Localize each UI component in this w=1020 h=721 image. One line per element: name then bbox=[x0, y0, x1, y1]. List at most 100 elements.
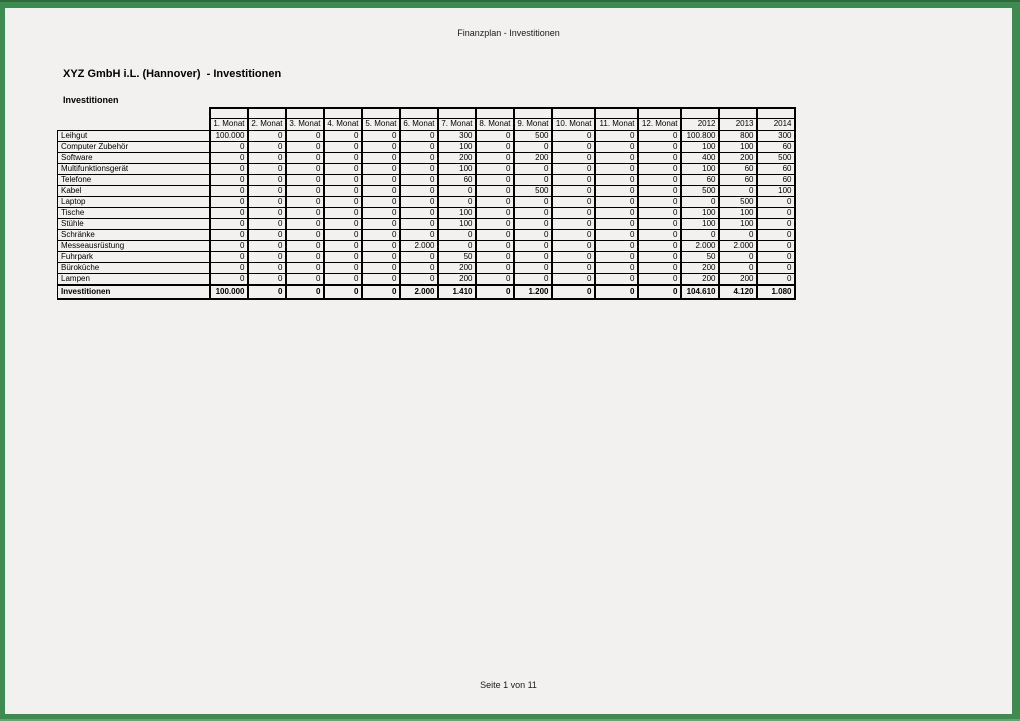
value-cell: 0 bbox=[593, 151, 638, 164]
value-cell: 60 bbox=[755, 140, 796, 153]
value-cell: 0 bbox=[550, 239, 595, 252]
value-cell: 0 bbox=[593, 250, 638, 263]
value-cell: 0 bbox=[208, 228, 248, 241]
value-cell: 500 bbox=[717, 195, 757, 208]
value-cell: 0 bbox=[550, 217, 595, 230]
value-cell: 0 bbox=[360, 162, 400, 175]
column-header-cell: 7. Monat bbox=[436, 117, 476, 131]
value-cell: 100 bbox=[436, 217, 476, 230]
value-cell: 0 bbox=[246, 173, 286, 186]
value-cell: 0 bbox=[636, 140, 681, 153]
page-header-title: Finanzplan - Investitionen bbox=[457, 28, 560, 38]
value-cell: 0 bbox=[246, 261, 286, 274]
value-cell: 0 bbox=[636, 283, 681, 300]
value-cell: 0 bbox=[593, 217, 638, 230]
value-cell: 0 bbox=[284, 129, 324, 142]
spacer-cell bbox=[398, 107, 438, 119]
spacer-cell bbox=[322, 107, 362, 119]
value-cell: 0 bbox=[593, 195, 638, 208]
value-cell: 0 bbox=[284, 173, 324, 186]
value-cell: 0 bbox=[474, 151, 514, 164]
value-cell: 0 bbox=[246, 195, 286, 208]
spacer-cell bbox=[360, 107, 400, 119]
value-cell: 200 bbox=[436, 261, 476, 274]
value-cell: 0 bbox=[512, 206, 552, 219]
table-row: Schränke 0 0 0 0 0 0 0 0 0 0 0 0 0 0 0 bbox=[57, 228, 796, 241]
value-cell: 0 bbox=[246, 151, 286, 164]
row-label-cell: Kabel bbox=[57, 184, 210, 197]
value-cell: 0 bbox=[322, 217, 362, 230]
value-cell: 0 bbox=[512, 162, 552, 175]
value-cell: 0 bbox=[636, 184, 681, 197]
value-cell: 100 bbox=[679, 140, 719, 153]
table-row: Leihgut 100.000 0 0 0 0 0 300 0 500 0 0 0 100.800 800 3… bbox=[57, 129, 796, 142]
value-cell: 60 bbox=[679, 173, 719, 186]
value-cell: 0 bbox=[755, 206, 796, 219]
value-cell: 100 bbox=[436, 162, 476, 175]
value-cell: 0 bbox=[284, 195, 324, 208]
value-cell: 0 bbox=[593, 173, 638, 186]
value-cell: 0 bbox=[322, 206, 362, 219]
value-cell: 0 bbox=[360, 239, 400, 252]
value-cell: 0 bbox=[360, 228, 400, 241]
value-cell: 500 bbox=[512, 184, 552, 197]
value-cell: 0 bbox=[208, 239, 248, 252]
column-header-cell: 3. Monat bbox=[284, 117, 324, 131]
value-cell: 0 bbox=[593, 283, 638, 300]
value-cell: 0 bbox=[246, 140, 286, 153]
value-cell: 4.120 bbox=[717, 283, 757, 300]
spacer-cell bbox=[284, 107, 324, 119]
value-cell: 0 bbox=[717, 261, 757, 274]
value-cell: 500 bbox=[679, 184, 719, 197]
value-cell: 100 bbox=[436, 140, 476, 153]
column-header-row: 1. Monat 2. Monat 3. Monat 4. Monat 5. Monat… bbox=[58, 117, 796, 131]
table-row: Multifunktionsgerät 0 0 0 0 0 0 100 0 0 0 0 0 100 60 60 bbox=[57, 162, 796, 175]
value-cell: 0 bbox=[474, 228, 514, 241]
value-cell: 0 bbox=[322, 250, 362, 263]
value-cell: 500 bbox=[755, 151, 796, 164]
value-cell: 0 bbox=[550, 162, 595, 175]
value-cell: 0 bbox=[474, 162, 514, 175]
row-label-cell: Software bbox=[57, 151, 210, 164]
value-cell: 0 bbox=[436, 195, 476, 208]
table-row: Computer Zubehör 0 0 0 0 0 0 100 0 0 0 0 0 100 100 60 bbox=[57, 140, 796, 153]
table-row: Fuhrpark 0 0 0 0 0 0 50 0 0 0 0 0 50 0 0 bbox=[57, 250, 796, 263]
value-cell: 0 bbox=[474, 129, 514, 142]
value-cell: 0 bbox=[398, 250, 438, 263]
value-cell: 0 bbox=[246, 206, 286, 219]
value-cell: 0 bbox=[322, 195, 362, 208]
value-cell: 0 bbox=[284, 239, 324, 252]
value-cell: 0 bbox=[512, 250, 552, 263]
value-cell: 0 bbox=[636, 151, 681, 164]
value-cell: 0 bbox=[593, 162, 638, 175]
table-row: Messeausrüstung 0 0 0 0 0 2.000 0 0 0 0 0 0 2.000 2.00… bbox=[57, 239, 796, 252]
value-cell: 0 bbox=[679, 195, 719, 208]
value-cell: 0 bbox=[360, 206, 400, 219]
value-cell: 0 bbox=[474, 283, 514, 300]
value-cell: 0 bbox=[474, 173, 514, 186]
value-cell: 0 bbox=[360, 283, 400, 300]
value-cell: 0 bbox=[550, 140, 595, 153]
value-cell: 60 bbox=[717, 173, 757, 186]
spacer-cell bbox=[58, 108, 210, 118]
row-label-cell: Schränke bbox=[57, 228, 210, 241]
value-cell: 0 bbox=[636, 206, 681, 219]
value-cell: 0 bbox=[322, 162, 362, 175]
column-header-cell: 2012 bbox=[679, 117, 719, 131]
table-row: Büroküche 0 0 0 0 0 0 200 0 0 0 0 0 200 0 0 bbox=[57, 261, 796, 274]
value-cell: 0 bbox=[593, 129, 638, 142]
spacer-cell bbox=[636, 107, 681, 119]
value-cell: 200 bbox=[717, 151, 757, 164]
value-cell: 0 bbox=[717, 250, 757, 263]
value-cell: 0 bbox=[550, 228, 595, 241]
value-cell: 800 bbox=[717, 129, 757, 142]
value-cell: 0 bbox=[474, 184, 514, 197]
value-cell: 100 bbox=[717, 206, 757, 219]
value-cell: 0 bbox=[246, 272, 286, 285]
value-cell: 0 bbox=[322, 184, 362, 197]
column-header-cell: 11. Monat bbox=[593, 117, 638, 131]
value-cell: 50 bbox=[679, 250, 719, 263]
table-row: Software 0 0 0 0 0 0 200 0 200 0 0 0 400 200 500 bbox=[57, 151, 796, 164]
value-cell: 0 bbox=[755, 239, 796, 252]
value-cell: 0 bbox=[636, 217, 681, 230]
